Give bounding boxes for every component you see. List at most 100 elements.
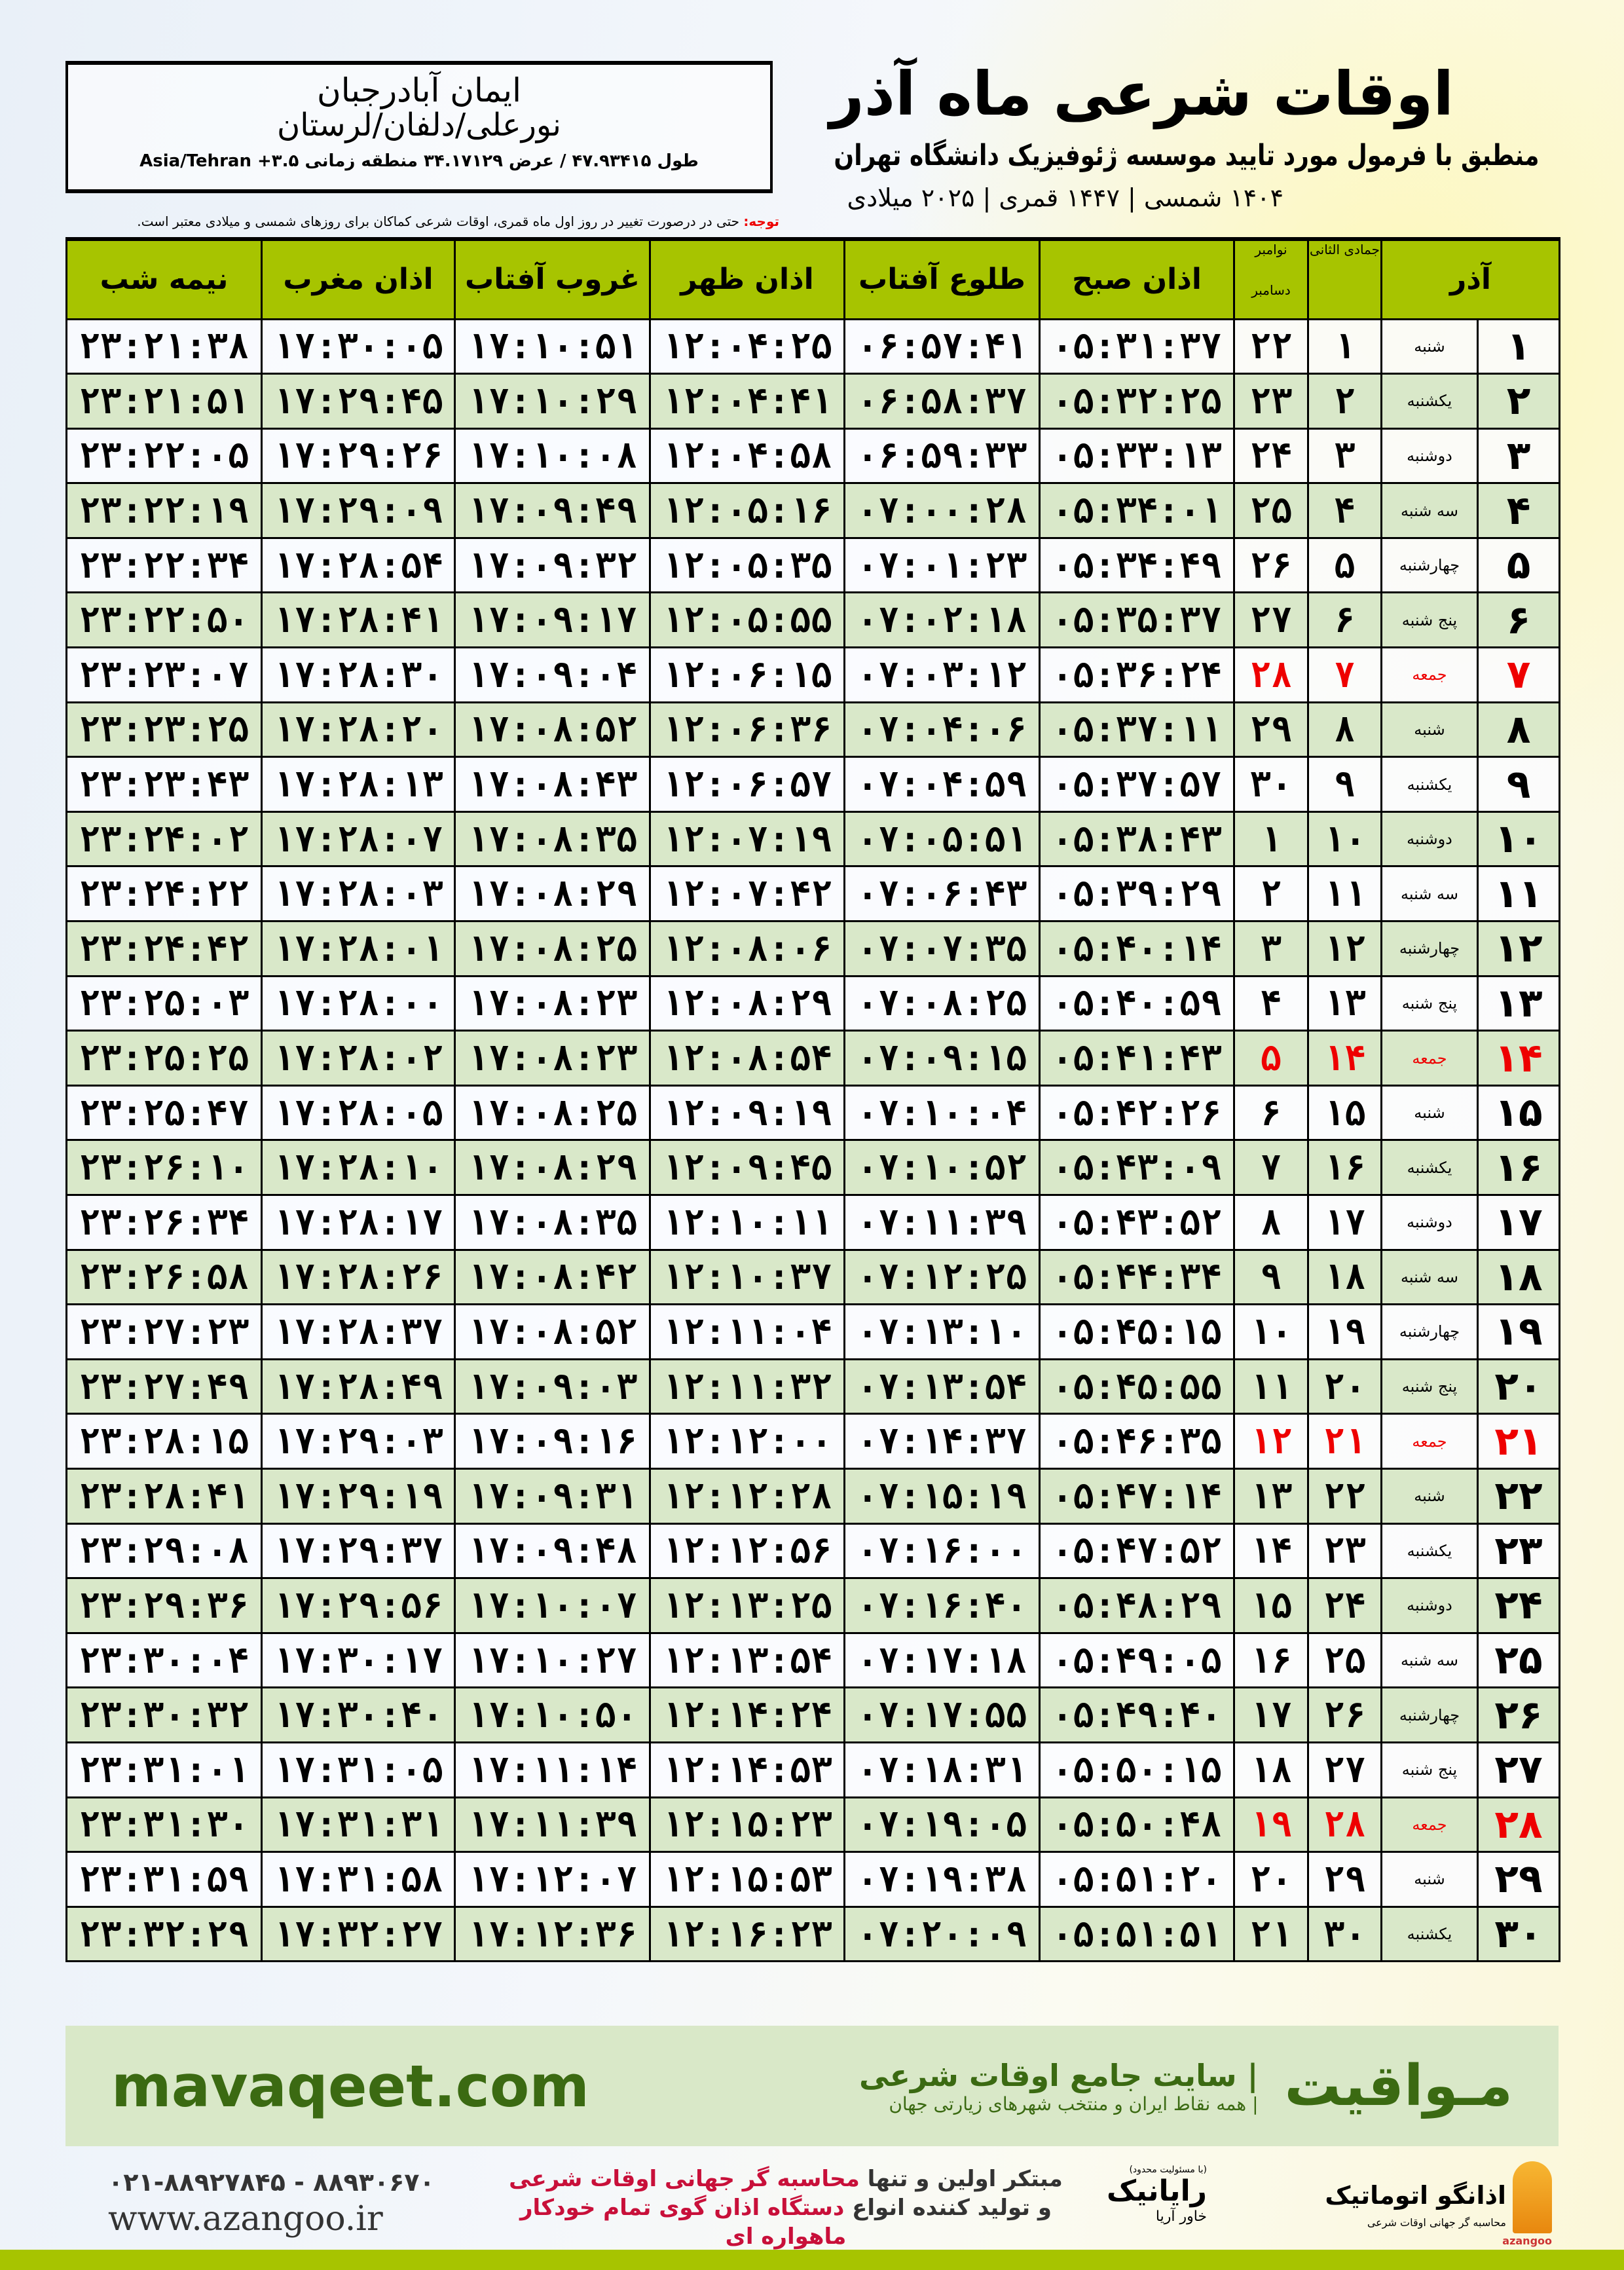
- cell-dhuhr: ۱۲:۱۲:۵۶: [649, 1522, 845, 1580]
- table-row: ۱۹ چهارشنبه ۱۹ ۱۰ ۰۵:۴۵:۱۵ ۰۷:۱۳:۱۰ ۱۲:۱۱:۰۴ ۱۷…: [65, 1303, 1560, 1360]
- cell-gregorian-day: ۲۹: [1233, 701, 1309, 758]
- promo-text: مبتکر اولین و تنها محاسبه گر جهانی اوقات…: [478, 2165, 1094, 2252]
- cell-fajr: ۰۵:۴۴:۳۴: [1039, 1248, 1235, 1306]
- cell-sunset: ۱۷:۰۸:۴۲: [454, 1248, 651, 1306]
- table-row: ۱۷ دوشنبه ۱۷ ۸ ۰۵:۴۳:۵۲ ۰۷:۱۱:۳۹ ۱۲:۱۰:۱۱ ۱۷:۰۸…: [65, 1194, 1560, 1251]
- cell-sunrise: ۰۶:۵۸:۳۷: [843, 373, 1041, 430]
- cell-gregorian-day: ۲۵: [1233, 482, 1309, 539]
- cell-fajr: ۰۵:۴۰:۱۴: [1039, 920, 1235, 977]
- cell-gregorian-day: ۱۲: [1233, 1413, 1309, 1470]
- cell-day: ۱۳: [1477, 975, 1560, 1032]
- cell-sunrise: ۰۷:۱۷:۱۸: [843, 1631, 1041, 1689]
- cell-sunset: ۱۷:۰۹:۴۸: [454, 1522, 651, 1580]
- cell-hijri-day: ۲۱: [1307, 1413, 1382, 1470]
- table-row: ۲۲ شنبه ۲۲ ۱۳ ۰۵:۴۷:۱۴ ۰۷:۱۵:۱۹ ۱۲:۱۲:۲۸ ۱۷:۰۹:…: [65, 1467, 1560, 1525]
- phone-numbers: ۰۲۱-۸۸۹۲۷۸۴۵ - ۸۸۹۳۰۶۷۰: [108, 2168, 435, 2197]
- cell-day: ۲۱: [1477, 1413, 1560, 1470]
- cell-hijri-day: ۱: [1307, 318, 1382, 375]
- cell-day: ۲۰: [1477, 1358, 1560, 1415]
- cell-maghrib: ۱۷:۳۰:۰۵: [261, 318, 456, 375]
- cell-sunrise: ۰۷:۱۰:۵۲: [843, 1139, 1041, 1196]
- table-row: ۱۱ سه شنبه ۱۱ ۲ ۰۵:۳۹:۲۹ ۰۷:۰۶:۴۳ ۱۲:۰۷:۴۲ ۱۷:۰…: [65, 865, 1560, 923]
- cell-gregorian-day: ۲۱: [1233, 1905, 1309, 1963]
- cell-midnight: ۲۳:۲۸:۱۵: [65, 1413, 263, 1470]
- cell-weekday: پنج شنبه: [1380, 591, 1479, 649]
- cell-sunset: ۱۷:۱۰:۰۷: [454, 1577, 651, 1634]
- table-row: ۴ سه شنبه ۴ ۲۵ ۰۵:۳۴:۰۱ ۰۷:۰۰:۲۸ ۱۲:۰۵:۱۶ ۱۷:۰۹…: [65, 482, 1560, 539]
- table-row: ۶ پنج شنبه ۶ ۲۷ ۰۵:۳۵:۳۷ ۰۷:۰۲:۱۸ ۱۲:۰۵:۵۵ ۱۷:۰…: [65, 591, 1560, 649]
- cell-midnight: ۲۳:۲۴:۲۲: [65, 865, 263, 923]
- cell-dhuhr: ۱۲:۰۹:۴۵: [649, 1139, 845, 1196]
- cell-sunrise: ۰۷:۰۸:۲۵: [843, 975, 1041, 1032]
- cell-day: ۲۹: [1477, 1851, 1560, 1908]
- cell-gregorian-day: ۲۶: [1233, 536, 1309, 594]
- cell-sunrise: ۰۷:۱۴:۳۷: [843, 1413, 1041, 1470]
- cell-day: ۱۷: [1477, 1194, 1560, 1251]
- cell-sunset: ۱۷:۰۸:۴۳: [454, 756, 651, 813]
- cell-sunset: ۱۷:۰۸:۲۳: [454, 975, 651, 1032]
- cell-maghrib: ۱۷:۳۱:۰۵: [261, 1741, 456, 1798]
- cell-midnight: ۲۳:۲۷:۴۹: [65, 1358, 263, 1415]
- cell-sunset: ۱۷:۰۸:۵۲: [454, 701, 651, 758]
- cell-hijri-day: ۴: [1307, 482, 1382, 539]
- cell-maghrib: ۱۷:۲۹:۱۹: [261, 1467, 456, 1525]
- cell-midnight: ۲۳:۲۵:۲۵: [65, 1030, 263, 1087]
- promo-line2a: و تولید کننده انواع: [844, 2195, 1052, 2222]
- rayanik-side: خاور آریا: [1155, 2208, 1207, 2225]
- cell-dhuhr: ۱۲:۰۵:۳۵: [649, 536, 845, 594]
- cell-midnight: ۲۳:۲۲:۰۵: [65, 427, 263, 485]
- cell-weekday: دوشنبه: [1380, 1194, 1479, 1251]
- cell-hijri-day: ۱۳: [1307, 975, 1382, 1032]
- mavaqeet-slogan: | سایت جامع اوقات شرعی: [859, 2057, 1259, 2093]
- cell-sunrise: ۰۷:۰۶:۴۳: [843, 865, 1041, 923]
- cell-fajr: ۰۵:۴۱:۴۳: [1039, 1030, 1235, 1087]
- cell-maghrib: ۱۷:۲۸:۰۲: [261, 1030, 456, 1087]
- cell-fajr: ۰۵:۴۹:۰۵: [1039, 1631, 1235, 1689]
- cell-fajr: ۰۵:۴۶:۳۵: [1039, 1413, 1235, 1470]
- page-subtitle: منطبق با فرمول مورد تایید موسسه ژئوفیزیک…: [833, 139, 1539, 172]
- cell-midnight: ۲۳:۳۰:۰۴: [65, 1631, 263, 1689]
- cell-day: ۲۷: [1477, 1741, 1560, 1798]
- cell-midnight: ۲۳:۲۶:۳۴: [65, 1194, 263, 1251]
- azangoo-link[interactable]: www.azangoo.ir: [108, 2199, 383, 2239]
- cell-maghrib: ۱۷:۲۸:۰۵: [261, 1084, 456, 1142]
- cell-day: ۱: [1477, 318, 1560, 375]
- cell-dhuhr: ۱۲:۰۶:۱۵: [649, 646, 845, 703]
- cell-dhuhr: ۱۲:۱۶:۲۳: [649, 1905, 845, 1963]
- cell-sunrise: ۰۷:۱۷:۵۵: [843, 1686, 1041, 1743]
- cell-gregorian-day: ۲۷: [1233, 591, 1309, 649]
- cell-weekday: چهارشنبه: [1380, 1303, 1479, 1360]
- cell-hijri-day: ۸: [1307, 701, 1382, 758]
- cell-fajr: ۰۵:۳۵:۳۷: [1039, 591, 1235, 649]
- cell-dhuhr: ۱۲:۰۶:۳۶: [649, 701, 845, 758]
- cell-sunrise: ۰۷:۰۴:۵۹: [843, 756, 1041, 813]
- cell-maghrib: ۱۷:۲۹:۰۹: [261, 482, 456, 539]
- cell-weekday: جمعه: [1380, 646, 1479, 703]
- cell-hijri-day: ۱۲: [1307, 920, 1382, 977]
- cell-dhuhr: ۱۲:۱۳:۲۵: [649, 1577, 845, 1634]
- cell-day: ۸: [1477, 701, 1560, 758]
- cell-gregorian-day: ۱۱: [1233, 1358, 1309, 1415]
- cell-gregorian-day: ۷: [1233, 1139, 1309, 1196]
- cell-hijri-day: ۲۲: [1307, 1467, 1382, 1525]
- cell-sunset: ۱۷:۰۸:۳۵: [454, 1194, 651, 1251]
- cell-day: ۳: [1477, 427, 1560, 485]
- table-row: ۱۰ دوشنبه ۱۰ ۱ ۰۵:۳۸:۴۳ ۰۷:۰۵:۵۱ ۱۲:۰۷:۱۹ ۱۷:۰۸…: [65, 810, 1560, 868]
- cell-weekday: جمعه: [1380, 1413, 1479, 1470]
- cell-hijri-day: ۹: [1307, 756, 1382, 813]
- table-row: ۷ جمعه ۷ ۲۸ ۰۵:۳۶:۲۴ ۰۷:۰۳:۱۲ ۱۲:۰۶:۱۵ ۱۷:۰۹:۰۴…: [65, 646, 1560, 703]
- mavaqeet-link[interactable]: mavaqeet.com: [111, 2052, 589, 2120]
- cell-gregorian-day: ۹: [1233, 1248, 1309, 1306]
- table-header: آذر جمادی الثانی نوامبر دسامبر اذان صبح ط…: [65, 237, 1560, 320]
- cell-weekday: سه شنبه: [1380, 482, 1479, 539]
- cell-maghrib: ۱۷:۲۸:۰۰: [261, 975, 456, 1032]
- cell-fajr: ۰۵:۴۳:۵۲: [1039, 1194, 1235, 1251]
- cell-fajr: ۰۵:۳۴:۴۹: [1039, 536, 1235, 594]
- cell-hijri-day: ۱۰: [1307, 810, 1382, 868]
- cell-sunrise: ۰۷:۱۳:۵۴: [843, 1358, 1041, 1415]
- cell-sunset: ۱۷:۱۰:۰۸: [454, 427, 651, 485]
- cell-maghrib: ۱۷:۳۱:۳۱: [261, 1796, 456, 1853]
- mavaqeet-logo: مـواقیت: [1284, 2053, 1513, 2119]
- cell-midnight: ۲۳:۲۱:۵۱: [65, 373, 263, 430]
- cell-sunrise: ۰۷:۰۴:۰۶: [843, 701, 1041, 758]
